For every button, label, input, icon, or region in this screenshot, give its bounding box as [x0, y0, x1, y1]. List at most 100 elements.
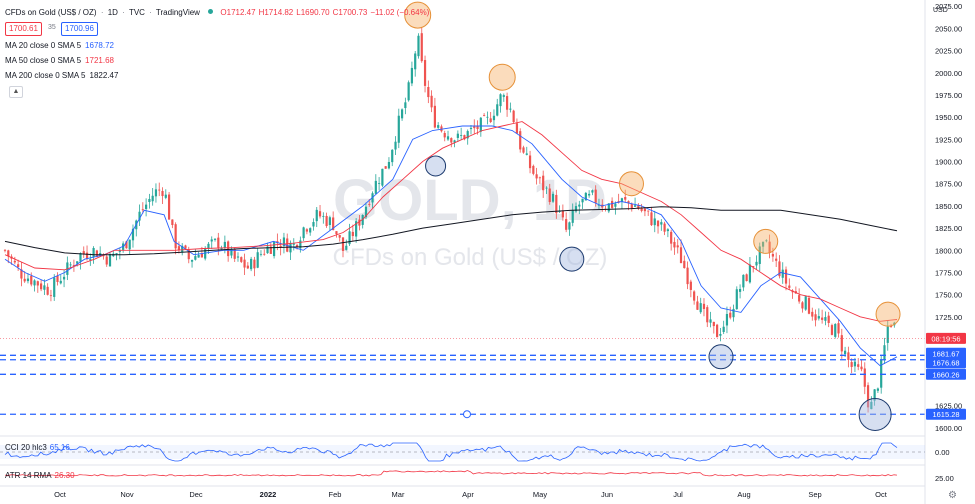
candle-body	[551, 193, 555, 202]
time-label: Oct	[875, 490, 888, 499]
candle-body	[154, 189, 158, 197]
candle-body	[742, 274, 745, 288]
cci-label: CCI 20 hlc3	[5, 443, 47, 452]
candle-body	[814, 314, 817, 321]
candle-body	[79, 253, 82, 262]
price-tick: 1950.00	[935, 113, 962, 122]
candle-body	[811, 311, 814, 317]
candle-body	[295, 244, 299, 248]
time-label: Sep	[808, 490, 821, 499]
candle-body	[693, 291, 696, 301]
candle-body	[722, 326, 725, 332]
candle-body	[522, 147, 525, 153]
candle-body	[361, 215, 364, 225]
candle-body	[515, 123, 519, 134]
candle-body	[30, 275, 33, 285]
time-label: Mar	[392, 490, 405, 499]
candle-body	[456, 133, 459, 138]
candle-body	[735, 289, 738, 310]
settings-gear-icon[interactable]: ⚙	[948, 490, 957, 501]
candle-body	[650, 212, 653, 226]
candle-body	[56, 275, 59, 282]
candle-body	[738, 288, 742, 292]
atr-legend[interactable]: ATR 14 RMA 26.30	[5, 471, 75, 480]
price-tick: 2050.00	[935, 24, 962, 33]
candle-body	[683, 260, 686, 269]
candle-body	[505, 96, 509, 110]
candle-body	[427, 86, 430, 98]
candle-body	[108, 253, 112, 267]
candle-body	[834, 324, 837, 337]
candle-body	[39, 283, 43, 290]
candle-body	[479, 117, 482, 132]
candle-body	[673, 241, 676, 248]
candle-body	[26, 278, 30, 282]
symbol-title: CFDs on Gold (US$ / OZ)	[5, 8, 97, 17]
candle-body	[33, 280, 36, 286]
time-axis[interactable]: Oct Nov Dec 2022 Feb Mar Apr May Jun Jul Aug Sep Oct…	[0, 485, 957, 501]
symbol-legend[interactable]: CFDs on Gold (US$ / OZ) · 1D · TVC · Tra…	[5, 7, 432, 18]
candle-body	[528, 155, 532, 169]
candle-body	[85, 252, 89, 259]
candle-body	[167, 194, 171, 220]
candle-body	[125, 241, 128, 249]
candle-body	[466, 131, 469, 139]
source-label: TVC	[128, 8, 145, 17]
candle-body	[561, 210, 564, 218]
candle-body	[131, 228, 135, 241]
candle-body	[843, 350, 847, 355]
candle-body	[889, 325, 893, 327]
ask-price-box[interactable]: 1700.96	[61, 22, 98, 36]
ma200-legend[interactable]: MA 200 close 0 SMA 5 1822.47	[5, 70, 118, 81]
candle-body	[437, 125, 440, 128]
price-tick: 1750.00	[935, 291, 962, 300]
candle-body	[761, 241, 765, 247]
candle-body	[328, 217, 331, 225]
candle-body	[581, 198, 584, 203]
candle-body	[305, 229, 309, 232]
ma50-line	[4, 121, 898, 322]
watermark-description: CFDs on Gold (US$ / OZ)	[333, 244, 608, 271]
candle-body	[584, 192, 587, 201]
candle-body	[647, 210, 650, 212]
candle-body	[145, 204, 148, 210]
ma50-legend[interactable]: MA 50 close 0 SMA 5 1721.68	[5, 55, 114, 66]
atr-line	[4, 470, 898, 477]
candle-body	[663, 223, 666, 232]
candle-body	[358, 219, 361, 226]
candle-body	[158, 189, 161, 191]
candle-body	[345, 245, 348, 250]
collapse-legend-icon[interactable]: ▲	[9, 86, 23, 98]
ma20-legend[interactable]: MA 20 close 0 SMA 5 1678.72	[5, 40, 114, 51]
candle-body	[128, 239, 131, 250]
bid-price-box[interactable]: 1700.61	[5, 22, 42, 36]
time-label: 2022	[260, 490, 277, 499]
candle-body	[597, 204, 601, 206]
ma20-line	[4, 125, 898, 367]
candle-body	[171, 219, 174, 226]
candle-body	[394, 141, 397, 150]
candle-body	[69, 264, 72, 266]
candle-body	[115, 253, 118, 255]
candle-body	[486, 116, 489, 118]
candle-body	[709, 319, 712, 323]
candle-body	[502, 95, 505, 97]
candle-body	[309, 228, 312, 233]
spread-label: 35	[48, 24, 56, 31]
candle-body	[49, 295, 53, 297]
candle-body	[568, 222, 571, 230]
candle-body	[679, 247, 683, 264]
candle-body	[801, 302, 804, 309]
candle-body	[594, 189, 597, 203]
candle-body	[240, 257, 243, 262]
price-tick: 1625.00	[935, 402, 962, 411]
cci-legend[interactable]: CCI 20 hlc3 65.16	[5, 443, 70, 452]
candle-body	[689, 281, 692, 290]
atr-value: 26.30	[54, 471, 75, 480]
ma50-label: MA 50 close 0 SMA 5	[5, 56, 82, 65]
candle-body	[355, 221, 358, 237]
candle-body	[443, 133, 446, 138]
